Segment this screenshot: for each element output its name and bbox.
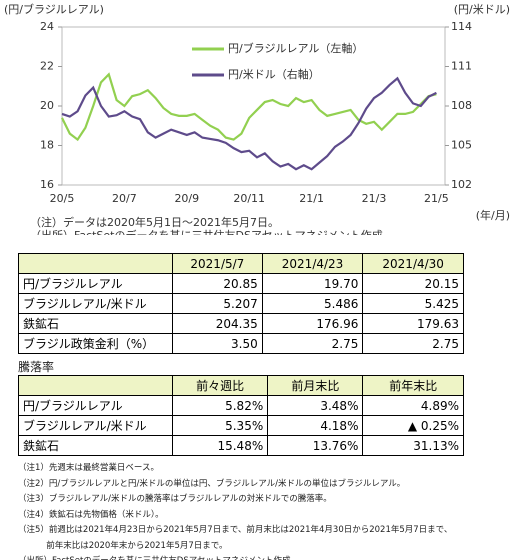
x-tick-label: 20/9 [174, 192, 199, 205]
y-axis-label: (円/ブラジルレアル) [4, 2, 104, 16]
cell: ブラジルレアル/米ドル [18, 415, 173, 436]
note: （出所）FactSetのデータを基に三井住友DSアセットマネジメント作成 [18, 554, 291, 560]
header-cell: 2021/4/23 [261, 253, 364, 274]
y2-axis-label: (円/米ドル) [454, 3, 510, 16]
x-tick-label: 21/5 [424, 192, 449, 205]
cell: 19.70 [261, 273, 364, 294]
legend-box [186, 38, 366, 88]
cell: 2.75 [362, 333, 464, 354]
header-cell [18, 375, 173, 396]
cell: 176.96 [261, 313, 364, 334]
table-row: ブラジル政策金利（%） 3.50 2.75 2.75 [18, 333, 464, 354]
section-title: 騰落率 [18, 360, 55, 374]
line-series [61, 72, 437, 142]
header-cell: 前年末比 [362, 375, 464, 396]
cell: 5.35% [171, 415, 269, 436]
line-series [61, 76, 437, 171]
table-row: 円/ブラジルレアル 5.82% 3.48% 4.89% [18, 395, 464, 416]
table-row: 鉄鉱石 15.48% 13.76% 31.13% [18, 435, 464, 456]
note: （注1）先週末は最終営業日ベース。 [18, 463, 159, 473]
header-cell: 2021/5/7 [172, 253, 263, 274]
table-row: ブラジルレアル/米ドル 5.207 5.486 5.425 [18, 293, 464, 314]
cell: 5.82% [171, 395, 269, 416]
note: （注5）前週比は2021年4月23日から2021年5月7日まで、前月末比は202… [18, 525, 453, 535]
x-tick-label: 21/3 [362, 192, 387, 205]
chart: (円/ブラジルレアル) (円/米ドル) (年/月) 16 18 20 22 24 102 105 1… [4, 2, 510, 242]
table-row: 円/ブラジルレアル 20.85 19.70 20.15 [18, 273, 464, 294]
x-tick-label: 20/11 [233, 192, 265, 205]
cell: 3.50 [172, 333, 263, 354]
cell: 3.48% [267, 395, 364, 416]
cell: ブラジルレアル/米ドル [18, 293, 173, 314]
cell: 円/ブラジルレアル [18, 395, 173, 416]
x-tick-label: 20/7 [112, 192, 137, 205]
cell: 5.486 [261, 293, 364, 314]
cell: ブラジル政策金利（%） [18, 333, 173, 354]
y2-tick-label: 102 [451, 178, 472, 191]
y-tick-label: 16 [40, 178, 54, 191]
legend-label: 円/米ドル（右軸） [228, 67, 320, 81]
table-row: 鉄鉱石 204.35 176.96 179.63 [18, 313, 464, 334]
cell: 4.89% [362, 395, 464, 416]
cell: 5.425 [362, 293, 464, 314]
y-tick-label: 18 [40, 139, 54, 152]
data-table: 2021/5/7 2021/4/23 2021/4/30 円/ブラジルレアル 20.85… [18, 253, 464, 354]
cell: 鉄鉱石 [18, 435, 173, 456]
header-cell [18, 253, 173, 274]
x-tick-label: 20/5 [50, 192, 75, 205]
y2-tick-label: 108 [451, 99, 472, 112]
header-cell: 前々週比 [171, 375, 269, 396]
header-cell: 2021/4/30 [362, 253, 464, 274]
chart-note: （注）データは2020年5月1日～2021年5月7日。 [30, 215, 279, 229]
cell: 5.207 [172, 293, 263, 314]
y-tick-label: 20 [40, 99, 54, 112]
cell: 鉄鉱石 [18, 313, 173, 334]
cell: 15.48% [171, 435, 269, 456]
y-tick-label: 24 [40, 20, 54, 33]
legend-label: 円/ブラジルレアル（左軸） [228, 41, 363, 55]
note: （注4）鉄鉱石は先物価格（米ドル）。 [18, 509, 164, 520]
y2-tick-label: 105 [451, 139, 472, 152]
cell: 円/ブラジルレアル [18, 273, 173, 294]
cell: ▲ 0.25% [362, 415, 464, 436]
data-table: 前々週比 前月末比 前年末比 円/ブラジルレアル 5.82% 3.48% 4.89% ブラジル… [18, 375, 464, 456]
cell: 31.13% [362, 435, 464, 456]
cell: 204.35 [172, 313, 263, 334]
header-cell: 前月末比 [267, 375, 364, 396]
note: （注3）ブラジルレアル/米ドルの騰落率はブラジルレアルの対米ドルでの騰落率。 [18, 494, 332, 504]
y2-tick-label: 114 [451, 20, 472, 33]
table-row: ブラジルレアル/米ドル 5.35% 4.18% ▲ 0.25% [18, 415, 464, 436]
x-tick-label: 21/1 [299, 192, 324, 205]
y-tick-label: 22 [40, 60, 54, 73]
chart-note: （出所）FactSetのデータを基に三井住友DSアセットマネジメント作成 [30, 228, 383, 235]
cell: 2.75 [261, 333, 364, 354]
cell: 179.63 [362, 313, 464, 334]
cell: 13.76% [267, 435, 364, 456]
note: 前年末比は2020年末から2021年5月7日まで。 [18, 540, 228, 551]
cell: 20.85 [172, 273, 263, 294]
x-unit: (年/月) [476, 208, 510, 222]
cell: 4.18% [267, 415, 364, 436]
header-row: 2021/5/7 2021/4/23 2021/4/30 [18, 253, 464, 274]
header-row: 前々週比 前月末比 前年末比 [18, 375, 464, 396]
cell: 20.15 [362, 273, 464, 294]
y2-tick-label: 111 [451, 60, 472, 73]
note: （注2）円/ブラジルレアルと円/米ドルの単位は円、ブラジルレアル/米ドルの単位は… [18, 478, 406, 489]
